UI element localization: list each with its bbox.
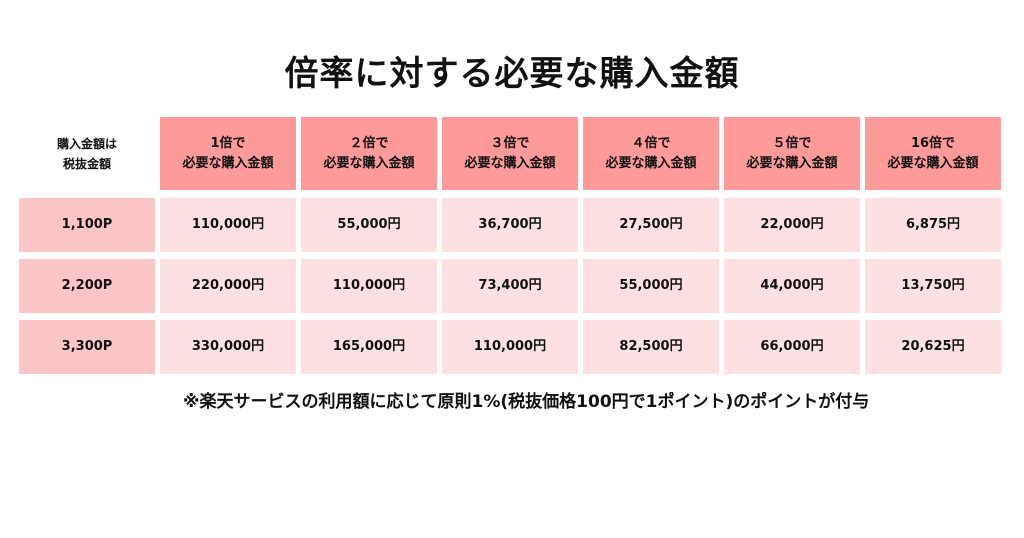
column-header-2x: ２倍で 必要な購入金額 [301, 117, 437, 190]
table-header-row: 購入金額は 税抜金額 1倍で 必要な購入金額 ２倍で 必要な購入金額 ３倍で 必… [19, 117, 1004, 190]
column-header-line-1: ４倍で [631, 135, 671, 151]
value-cell: 22,000円 [724, 198, 860, 252]
row-label-cell: 3,300P [19, 320, 155, 374]
value-cell: 330,000円 [160, 320, 296, 374]
value-cell: 27,500円 [583, 198, 719, 252]
corner-line-1: 購入金額は [56, 136, 117, 151]
value-cell: 13,750円 [865, 259, 1001, 313]
value-cell: 36,700円 [442, 198, 578, 252]
column-header-line-1: ５倍で [772, 135, 812, 151]
column-header-line-2: 必要な購入金額 [323, 155, 415, 171]
column-header-line-1: 16倍で [910, 135, 956, 151]
value-cell: 55,000円 [301, 198, 437, 252]
table-row: 1,100P 110,000円 55,000円 36,700円 27,500円 … [19, 198, 1004, 252]
value-cell: 55,000円 [583, 259, 719, 313]
value-cell: 44,000円 [724, 259, 860, 313]
value-cell: 6,875円 [865, 198, 1001, 252]
column-header-line-2: 必要な購入金額 [464, 155, 556, 171]
row-label-cell: 1,100P [19, 198, 155, 252]
column-header-line-1: ３倍で [490, 135, 530, 151]
points-table: 購入金額は 税抜金額 1倍で 必要な購入金額 ２倍で 必要な購入金額 ３倍で 必… [19, 117, 1004, 381]
table-row: 2,200P 220,000円 110,000円 73,400円 55,000円… [19, 259, 1004, 313]
value-cell: 66,000円 [724, 320, 860, 374]
value-cell: 20,625円 [865, 320, 1001, 374]
column-header-line-1: ２倍で [349, 135, 389, 151]
corner-line-2: 税抜金額 [62, 156, 111, 171]
page-title: 倍率に対する必要な購入金額 [284, 54, 740, 94]
column-header-line-2: 必要な購入金額 [887, 155, 979, 171]
corner-header-cell: 購入金額は 税抜金額 [19, 117, 155, 190]
column-header-line-2: 必要な購入金額 [605, 155, 697, 171]
column-header-16x: 16倍で 必要な購入金額 [865, 117, 1001, 190]
column-header-3x: ３倍で 必要な購入金額 [442, 117, 578, 190]
value-cell: 82,500円 [583, 320, 719, 374]
column-header-line-1: 1倍で [210, 135, 246, 151]
value-cell: 165,000円 [301, 320, 437, 374]
column-header-5x: ５倍で 必要な購入金額 [724, 117, 860, 190]
table-row: 3,300P 330,000円 165,000円 110,000円 82,500… [19, 320, 1004, 374]
column-header-line-2: 必要な購入金額 [182, 155, 274, 171]
column-header-line-2: 必要な購入金額 [746, 155, 838, 171]
value-cell: 110,000円 [301, 259, 437, 313]
column-header-4x: ４倍で 必要な購入金額 [583, 117, 719, 190]
column-header-1x: 1倍で 必要な購入金額 [160, 117, 296, 190]
value-cell: 110,000円 [160, 198, 296, 252]
row-label-cell: 2,200P [19, 259, 155, 313]
value-cell: 73,400円 [442, 259, 578, 313]
value-cell: 220,000円 [160, 259, 296, 313]
value-cell: 110,000円 [442, 320, 578, 374]
footnote: ※楽天サービスの利用額に応じて原則1%(税抜価格100円で1ポイント)のポイント… [183, 392, 870, 412]
